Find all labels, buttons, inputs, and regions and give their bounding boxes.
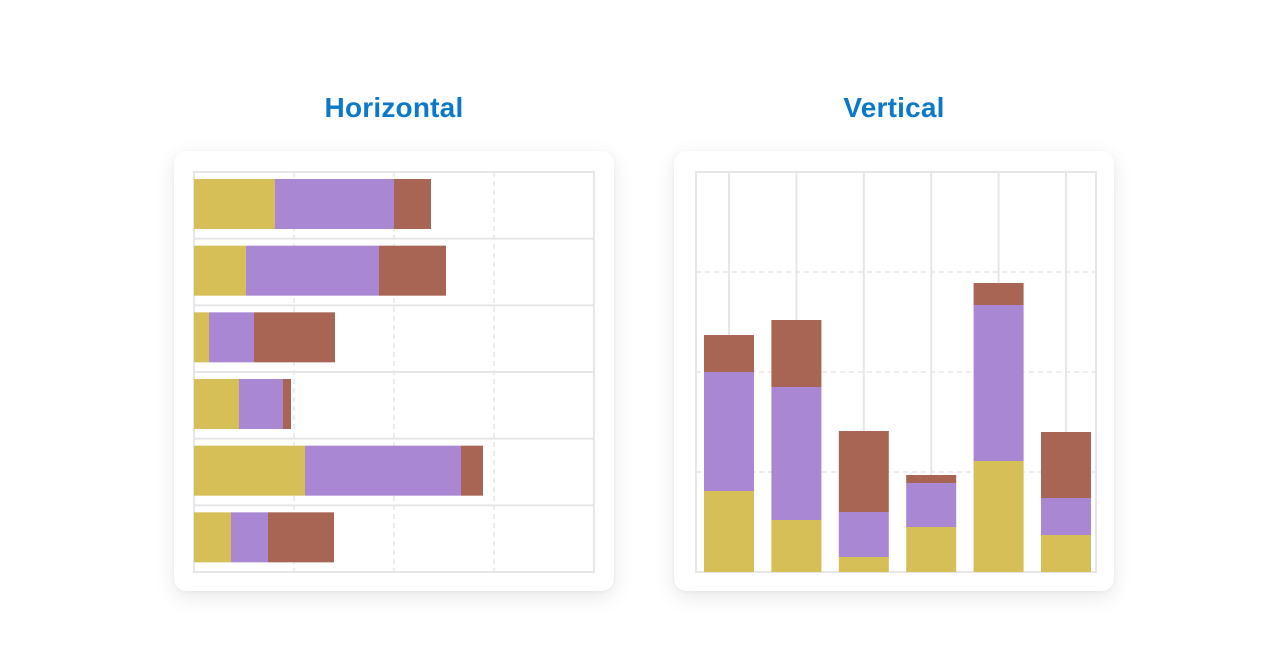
- bar-segment: [1041, 498, 1091, 535]
- bar-segment: [1041, 432, 1091, 498]
- bar-segment: [194, 379, 239, 429]
- bar-segment: [906, 483, 957, 527]
- bar-segment: [254, 312, 335, 363]
- bar-segment: [973, 461, 1024, 572]
- bar-segment: [838, 512, 889, 557]
- bar-segment: [838, 431, 889, 512]
- bar-segment: [973, 305, 1024, 461]
- bar-segment: [394, 179, 431, 229]
- vertical-chart-card: [674, 151, 1114, 591]
- bar-segment: [194, 512, 231, 563]
- horizontal-chart-card: [174, 151, 614, 591]
- vertical-stacked-bar-chart: [695, 171, 1097, 573]
- bar-segment: [906, 475, 957, 483]
- vertical-chart-title: Vertical: [843, 92, 945, 123]
- bar-segment: [231, 512, 268, 563]
- bar-segment: [194, 179, 275, 229]
- bar-segment: [305, 445, 461, 496]
- bar-segment: [246, 245, 379, 296]
- bar-segment: [379, 245, 446, 296]
- bar-segment: [771, 320, 822, 387]
- bar-segment: [1041, 535, 1091, 572]
- bar-segment: [268, 512, 334, 563]
- bar-segment: [194, 245, 246, 296]
- bar-segment: [194, 445, 305, 496]
- bar-segment: [704, 372, 754, 491]
- bar-segment: [838, 557, 889, 572]
- bar-segment: [194, 312, 209, 363]
- bar-segment: [771, 387, 822, 520]
- bar-segment: [771, 520, 822, 572]
- bar-segment: [973, 283, 1024, 305]
- bar-segment: [209, 312, 254, 363]
- bar-segment: [461, 445, 483, 496]
- bar-segment: [906, 527, 957, 572]
- bar-segment: [704, 335, 754, 372]
- horizontal-stacked-bar-chart: [193, 171, 595, 573]
- bar-segment: [704, 491, 754, 572]
- horizontal-chart-title: Horizontal: [324, 92, 464, 123]
- bar-segment: [239, 379, 283, 429]
- bar-segment: [283, 379, 291, 429]
- bar-segment: [275, 179, 394, 229]
